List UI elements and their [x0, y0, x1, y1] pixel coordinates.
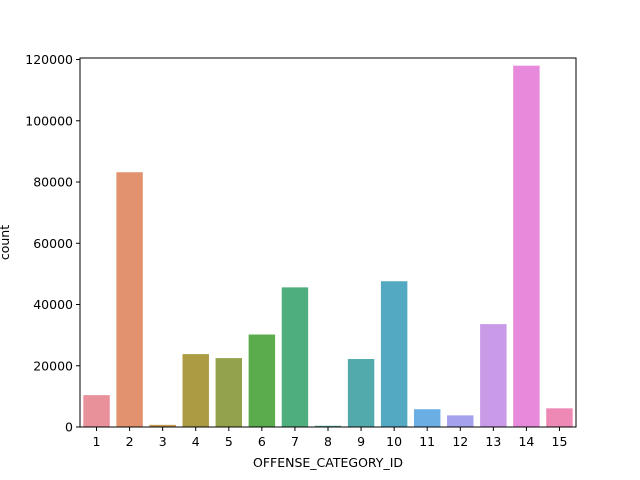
bar-1 — [83, 395, 110, 427]
x-tick-label: 15 — [552, 434, 568, 449]
bar-6 — [248, 334, 276, 427]
x-axis-label: OFFENSE_CATEGORY_ID — [253, 455, 403, 470]
y-axis-label: count — [0, 225, 12, 260]
x-tick-label: 11 — [419, 434, 435, 449]
bar-4 — [182, 354, 209, 427]
x-tick-label: 10 — [386, 434, 402, 449]
x-tick-label: 5 — [225, 434, 233, 449]
x-tick-label: 14 — [518, 434, 534, 449]
bar-10 — [380, 281, 408, 427]
x-tick-label: 6 — [258, 434, 266, 449]
x-tick-label: 9 — [357, 434, 365, 449]
y-tick-label: 40000 — [33, 297, 73, 312]
x-tick-label: 7 — [291, 434, 299, 449]
bar-7 — [281, 287, 309, 427]
bar-14 — [513, 65, 540, 427]
bar-12 — [447, 415, 474, 427]
y-tick-label: 100000 — [25, 113, 73, 128]
x-tick-label: 2 — [126, 434, 134, 449]
x-tick-label: 13 — [485, 434, 501, 449]
x-tick-label: 1 — [93, 434, 101, 449]
bar-11 — [413, 409, 441, 427]
bar-13 — [480, 324, 507, 427]
bar-3 — [149, 424, 176, 427]
bar-5 — [215, 358, 243, 427]
bar-9 — [347, 359, 375, 427]
bar-8 — [314, 425, 342, 427]
x-tick-label: 12 — [452, 434, 468, 449]
x-tick-label: 8 — [324, 434, 332, 449]
bar-15 — [546, 408, 573, 427]
y-tick-label: 20000 — [33, 358, 73, 373]
x-tick-label: 4 — [192, 434, 200, 449]
y-tick-label: 120000 — [25, 52, 73, 67]
y-tick-label: 60000 — [33, 236, 73, 251]
y-tick-label: 0 — [65, 420, 73, 435]
x-tick-label: 3 — [159, 434, 167, 449]
bar-2 — [116, 172, 143, 427]
y-tick-label: 80000 — [33, 175, 73, 190]
